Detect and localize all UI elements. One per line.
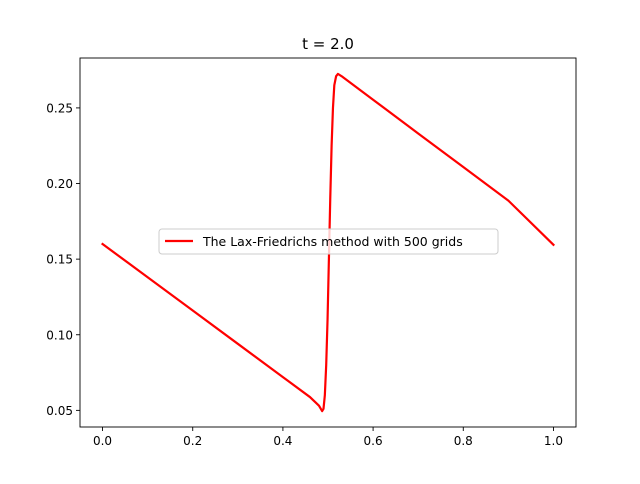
axes-frame <box>79 57 577 428</box>
legend: The Lax-Friedrichs method with 500 grids <box>158 228 499 255</box>
x-tick-label: 1.0 <box>544 434 563 448</box>
y-tick-label: 0.15 <box>46 253 73 267</box>
chart-title: t = 2.0 <box>302 35 354 53</box>
x-tick-label: 0.0 <box>93 434 112 448</box>
plot-area: 0.0 0.2 0.4 0.6 0.8 1.0 0.05 0.10 0.15 0.20 0.25 <box>46 57 577 448</box>
legend-label: The Lax-Friedrichs method with 500 grids <box>202 234 463 249</box>
y-tick-label: 0.10 <box>46 328 73 342</box>
y-tick-label: 0.05 <box>46 404 73 418</box>
x-tick-label: 0.6 <box>364 434 383 448</box>
legend-box <box>158 228 499 255</box>
x-tick-label: 0.2 <box>183 434 202 448</box>
x-tick-label: 0.8 <box>454 434 473 448</box>
x-tick-label: 0.4 <box>273 434 292 448</box>
series-line-0 <box>101 72 556 413</box>
y-tick-label: 0.20 <box>46 177 73 191</box>
y-tick-label: 0.25 <box>46 101 73 115</box>
